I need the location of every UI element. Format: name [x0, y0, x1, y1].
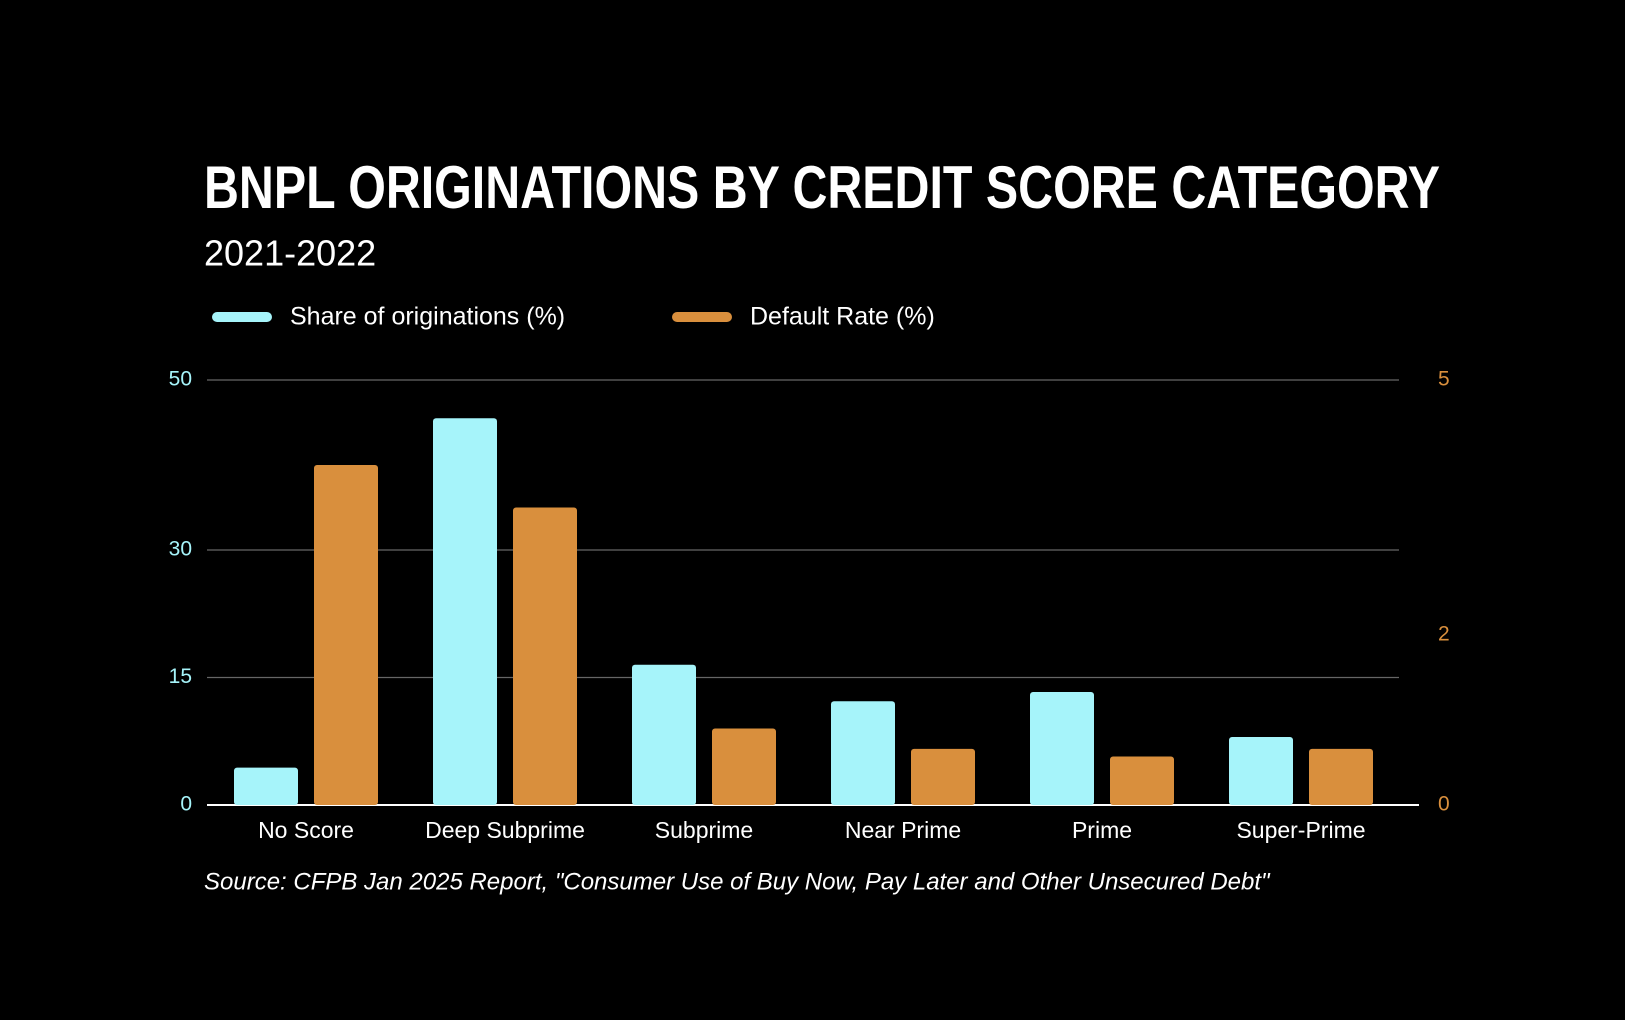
y-tick-label: 50 [169, 368, 192, 391]
legend-swatch [672, 312, 732, 322]
x-tick-label: Subprime [655, 817, 753, 843]
bar [632, 664, 696, 805]
x-tick-label: Super-Prime [1236, 817, 1365, 843]
legend-swatch [212, 312, 272, 322]
legend-label: Default Rate (%) [750, 303, 935, 331]
bar [831, 701, 895, 805]
chart-subtitle: 2021-2022 [204, 233, 376, 274]
x-tick-label: No Score [258, 817, 354, 843]
source-note: Source: CFPB Jan 2025 Report, "Consumer … [204, 868, 1271, 895]
bar [712, 728, 776, 805]
bar [234, 767, 298, 805]
bar [1309, 748, 1373, 805]
x-tick-label: Deep Subprime [425, 817, 585, 843]
bar [433, 418, 497, 805]
chart-title: BNPL ORIGINATIONS BY CREDIT SCORE CATEGO… [204, 154, 1440, 221]
y2-tick-label: 5 [1438, 368, 1450, 391]
legend-label: Share of originations (%) [290, 303, 565, 331]
y2-tick-label: 0 [1438, 793, 1450, 816]
y-tick-label: 0 [180, 793, 192, 816]
bar [1110, 756, 1174, 805]
bar [1229, 737, 1293, 805]
y-tick-label: 15 [169, 665, 192, 688]
bar [314, 465, 378, 805]
bar [1030, 691, 1094, 805]
x-tick-label: Near Prime [845, 817, 961, 843]
y-tick-label: 30 [169, 538, 192, 561]
y2-tick-label: 2 [1438, 623, 1450, 646]
bar [911, 748, 975, 805]
x-tick-label: Prime [1072, 817, 1132, 843]
bar [513, 507, 577, 805]
